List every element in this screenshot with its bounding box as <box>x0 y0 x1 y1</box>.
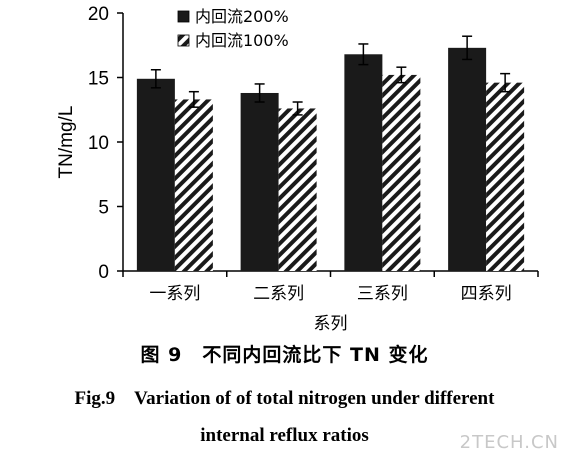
watermark: 2TECH.CN <box>459 432 559 453</box>
bar-2-4 <box>486 82 525 271</box>
x-axis-title: 系列 <box>314 314 348 334</box>
figure-caption-english-line1: Fig.9 Variation of of total nitrogen und… <box>74 388 495 409</box>
bar-2-3 <box>382 74 421 271</box>
bar-2-1 <box>174 99 213 272</box>
legend-swatch-2 <box>177 34 190 47</box>
x-category-label: 四系列 <box>461 284 512 304</box>
figure-caption-english-line2: internal reflux ratios <box>200 425 369 446</box>
y-tick-label: 10 <box>88 133 109 154</box>
x-category-label: 二系列 <box>253 284 304 304</box>
legend-label-1: 内回流200% <box>195 7 289 26</box>
legend-label-2: 内回流100% <box>195 31 289 50</box>
bar-2-2 <box>278 108 317 272</box>
x-category-label: 一系列 <box>149 284 200 304</box>
y-tick-label: 5 <box>98 198 109 219</box>
bar-1-4 <box>448 47 487 271</box>
legend-swatch-1 <box>177 10 190 23</box>
y-tick-label: 20 <box>88 4 109 25</box>
x-category-label: 三系列 <box>357 284 408 304</box>
bar-1-2 <box>240 92 279 271</box>
y-tick-label: 0 <box>98 262 109 283</box>
bar-1-1 <box>136 78 175 271</box>
figure-caption-chinese: 图 9 不同内回流比下 TN 变化 <box>140 344 429 366</box>
y-tick-label: 15 <box>88 69 109 90</box>
bar-1-3 <box>344 54 383 271</box>
y-axis-title: TN/mg/L <box>56 106 77 179</box>
